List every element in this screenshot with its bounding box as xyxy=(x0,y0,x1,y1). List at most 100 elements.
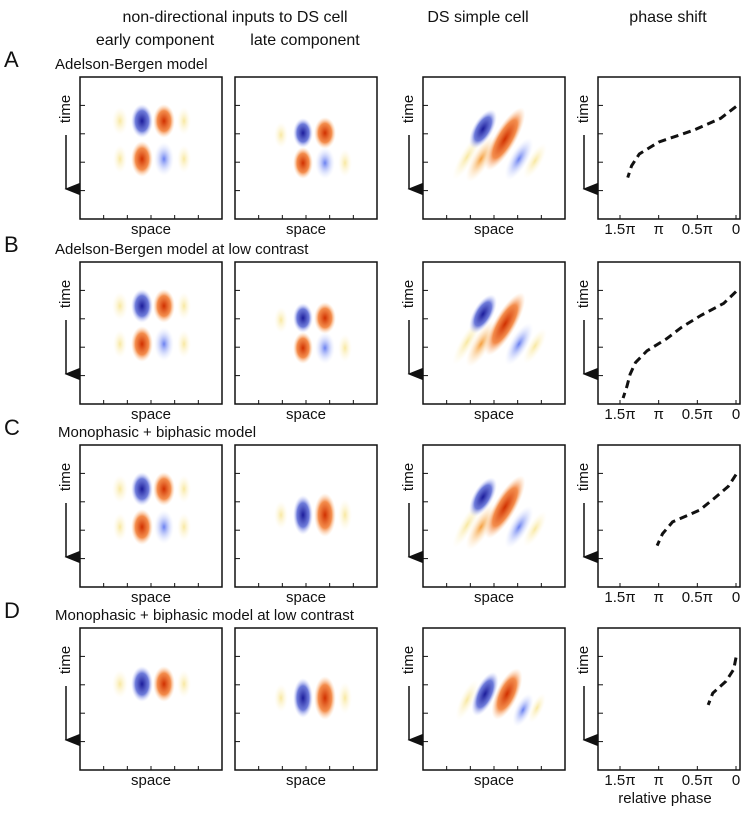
receptive-field-lobe xyxy=(484,107,526,171)
x-axis-title: space xyxy=(131,221,171,238)
receptive-field-lobe xyxy=(131,666,153,702)
receptive-field-lobe xyxy=(153,666,175,702)
receptive-field xyxy=(452,475,547,550)
receptive-field-lobe xyxy=(177,292,191,320)
receptive-field-lobe xyxy=(112,475,128,503)
receptive-field-lobe xyxy=(504,322,534,366)
y-axis-title: time xyxy=(57,646,74,674)
receptive-field-lobe xyxy=(315,332,335,364)
receptive-field-lobe xyxy=(112,292,128,320)
x-tick-label: 0 xyxy=(732,221,740,238)
receptive-field xyxy=(452,107,547,182)
receptive-field-lobe xyxy=(293,332,313,364)
receptive-field-lobe xyxy=(504,137,534,181)
receptive-field-lobe xyxy=(274,122,288,148)
receptive-field-lobe xyxy=(484,292,526,356)
receptive-field-lobe xyxy=(338,499,352,531)
y-axis-title: time xyxy=(57,280,74,308)
receptive-field-lobe xyxy=(113,330,127,358)
receptive-field-lobe xyxy=(484,475,526,539)
x-tick-label: π xyxy=(653,772,663,789)
receptive-field xyxy=(274,676,352,720)
y-axis-title: time xyxy=(575,463,592,491)
receptive-field-lobe xyxy=(469,109,497,149)
x-tick-label: 1.5π xyxy=(604,221,635,238)
receptive-field-lobe xyxy=(131,326,153,362)
x-axis-title: space xyxy=(131,589,171,606)
x-axis-title: space xyxy=(474,589,514,606)
receptive-field-lobe xyxy=(314,676,336,720)
receptive-field-lobe xyxy=(491,668,523,720)
subheader: late component xyxy=(250,32,360,49)
panel-frame xyxy=(597,76,741,220)
x-tick-label: 0 xyxy=(732,589,740,606)
y-axis-title: time xyxy=(400,280,417,308)
panel-letter: C xyxy=(4,415,20,440)
panel-letter: B xyxy=(4,232,19,257)
receptive-field-lobe xyxy=(153,289,175,323)
x-axis-title: space xyxy=(286,589,326,606)
x-tick-label: 0.5π xyxy=(682,221,713,238)
x-axis-title: space xyxy=(131,406,171,423)
receptive-field-lobe xyxy=(315,147,335,179)
receptive-field-lobe xyxy=(465,504,497,550)
receptive-field-lobe xyxy=(153,104,175,138)
receptive-field-lobe xyxy=(274,307,288,333)
receptive-field-lobe xyxy=(131,104,153,138)
panel-frame xyxy=(597,444,741,588)
receptive-field-lobe xyxy=(528,693,546,723)
panel-frame xyxy=(79,261,223,405)
y-axis-title: time xyxy=(400,95,417,123)
x-tick-label: 0.5π xyxy=(682,589,713,606)
x-tick-label: 0.5π xyxy=(682,772,713,789)
receptive-field xyxy=(112,666,191,702)
receptive-field xyxy=(112,289,191,362)
receptive-field xyxy=(112,104,191,177)
panel-frame xyxy=(79,76,223,220)
receptive-field-lobe xyxy=(465,321,497,367)
x-axis-title: space xyxy=(474,772,514,789)
header: phase shift xyxy=(629,9,707,26)
receptive-field-lobe xyxy=(338,682,352,714)
phase-curve xyxy=(626,105,737,179)
receptive-field xyxy=(455,668,546,727)
x-axis-title: space xyxy=(286,221,326,238)
receptive-field-lobe xyxy=(471,671,499,717)
y-axis-title: time xyxy=(400,463,417,491)
x-tick-label: 1.5π xyxy=(604,406,635,423)
phase-curve xyxy=(621,290,738,399)
y-axis-title: time xyxy=(57,95,74,123)
phase-curve xyxy=(706,657,738,706)
receptive-field-lobe xyxy=(504,505,534,549)
receptive-field xyxy=(452,292,547,367)
receptive-field xyxy=(112,472,191,545)
receptive-field xyxy=(274,117,352,179)
x-axis-title: space xyxy=(286,406,326,423)
x-axis-title: space xyxy=(474,406,514,423)
receptive-field-lobe xyxy=(177,107,191,135)
receptive-field xyxy=(274,302,352,364)
receptive-field-lobe xyxy=(293,303,313,333)
receptive-field-lobe xyxy=(131,472,153,506)
panel-title: Monophasic + biphasic model at low contr… xyxy=(55,607,355,624)
receptive-field-lobe xyxy=(523,511,547,547)
receptive-field-lobe xyxy=(113,145,127,173)
receptive-field-lobe xyxy=(177,330,191,358)
x-tick-label: π xyxy=(653,589,663,606)
x-tick-label: 0 xyxy=(732,772,740,789)
phase-curve xyxy=(655,473,738,547)
receptive-field-lobe xyxy=(274,684,288,712)
x-tick-label: 1.5π xyxy=(604,772,635,789)
receptive-field-lobe xyxy=(154,142,174,176)
panel-frame xyxy=(79,444,223,588)
receptive-field-lobe xyxy=(293,147,313,179)
receptive-field-lobe xyxy=(469,294,497,334)
y-axis-title: time xyxy=(575,280,592,308)
x-tick-label: 1.5π xyxy=(604,589,635,606)
y-axis-title: time xyxy=(57,463,74,491)
x-axis-title: relative phase xyxy=(618,790,711,807)
receptive-field-lobe xyxy=(523,328,547,364)
receptive-field-lobe xyxy=(523,143,547,179)
x-tick-label: 0 xyxy=(732,406,740,423)
